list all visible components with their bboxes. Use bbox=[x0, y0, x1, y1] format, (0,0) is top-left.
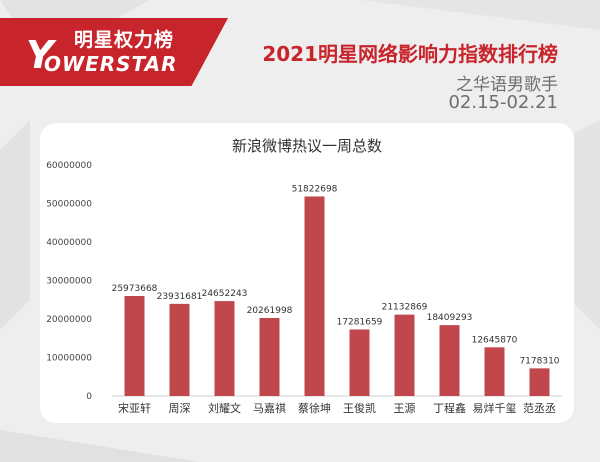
bar-value-label: 18409293 bbox=[427, 313, 473, 323]
logo-banner bbox=[0, 18, 228, 86]
bar bbox=[304, 196, 325, 396]
y-tick-label: 10000000 bbox=[46, 354, 92, 364]
brand-name-en: OWERSTAR bbox=[44, 52, 178, 76]
chart-title: 新浪微博热议一周总数 bbox=[232, 137, 382, 155]
bar-value-label: 12645870 bbox=[472, 335, 518, 345]
x-tick-label: 马嘉祺 bbox=[253, 401, 286, 415]
y-tick-label: 20000000 bbox=[46, 315, 92, 325]
x-tick-label: 丁程鑫 bbox=[433, 401, 466, 415]
x-tick-label: 宋亚轩 bbox=[118, 401, 151, 415]
bar-value-label: 51822698 bbox=[292, 184, 338, 194]
x-tick-label: 王源 bbox=[394, 401, 416, 415]
y-tick-label: 50000000 bbox=[46, 200, 92, 210]
x-tick-label: 刘耀文 bbox=[208, 401, 241, 415]
x-tick-label: 蔡徐坤 bbox=[298, 401, 331, 415]
x-axis-labels: 宋亚轩 周深 刘耀文 马嘉祺 蔡徐坤 王俊凯 王源 丁程鑫 易烊千玺 范丞丞 bbox=[118, 401, 556, 415]
y-tick-label: 30000000 bbox=[46, 277, 92, 287]
brand-name-cn: 明星权力榜 bbox=[74, 29, 175, 51]
bar-value-label: 17281659 bbox=[337, 317, 383, 327]
x-tick-label: 周深 bbox=[169, 402, 191, 415]
bar bbox=[484, 347, 505, 396]
y-tick-label: 0 bbox=[86, 392, 92, 402]
bar-chart: 新浪微博热议一周总数 0 10000000 20000000 30000000 4000… bbox=[46, 137, 562, 415]
bars bbox=[124, 196, 550, 396]
bar bbox=[169, 303, 190, 396]
bar bbox=[214, 301, 235, 396]
page-subtitle: 之华语男歌手 bbox=[456, 75, 558, 95]
bar-value-label: 23931681 bbox=[157, 292, 203, 302]
page-title: 2021明星网络影响力指数排行榜 bbox=[262, 42, 558, 66]
bar bbox=[349, 329, 370, 396]
chart-panel: 新浪微博热议一周总数 0 10000000 20000000 30000000 4000… bbox=[40, 123, 574, 423]
brand-mark-letter: Y bbox=[26, 33, 57, 72]
bar-value-label: 21132869 bbox=[382, 303, 428, 313]
bar bbox=[394, 314, 415, 396]
y-tick-label: 40000000 bbox=[46, 238, 92, 248]
bar bbox=[529, 368, 550, 396]
brand-logo-mark: Y bbox=[26, 33, 57, 72]
bar-value-label: 25973668 bbox=[112, 284, 158, 294]
bar bbox=[124, 296, 145, 396]
bar-value-label: 7178310 bbox=[519, 356, 559, 366]
bar bbox=[439, 325, 460, 396]
y-axis-labels: 0 10000000 20000000 30000000 40000000 5000000… bbox=[46, 161, 92, 402]
y-tick-label: 60000000 bbox=[46, 161, 92, 171]
x-tick-label: 范丞丞 bbox=[523, 401, 556, 415]
bar-value-label: 20261998 bbox=[247, 306, 293, 316]
x-tick-label: 易烊千玺 bbox=[473, 401, 517, 415]
x-tick-label: 王俊凯 bbox=[343, 401, 376, 415]
bar bbox=[259, 317, 280, 396]
date-range: 02.15-02.21 bbox=[448, 92, 558, 113]
bar-value-label: 24652243 bbox=[202, 289, 248, 299]
